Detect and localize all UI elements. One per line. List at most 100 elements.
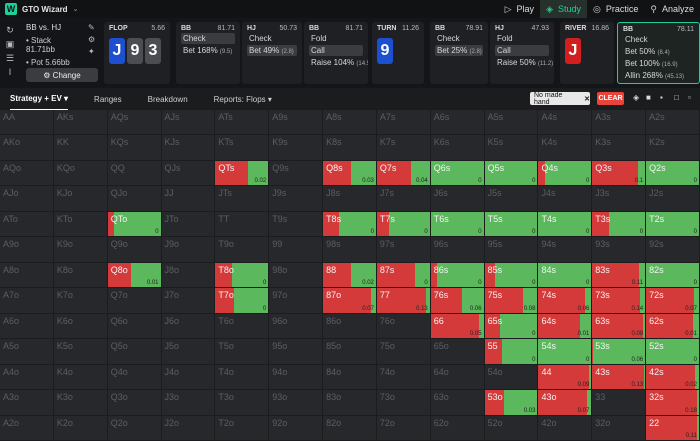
hand-cell[interactable]: 0 65s xyxy=(484,313,539,340)
hand-cell[interactable]: 0.02 88 xyxy=(323,262,377,289)
action-option[interactable]: Bet 25% (2.8) xyxy=(435,45,483,56)
hand-cell[interactable]: 0 T3s xyxy=(592,211,647,238)
save-icon[interactable]: ▣ xyxy=(5,39,15,49)
action-option[interactable]: Raise 50% (11.2) xyxy=(495,57,553,68)
hand-cell[interactable]: 0 54s xyxy=(538,339,593,365)
hand-cell[interactable]: 0.03 53o xyxy=(484,390,539,416)
hand-cell[interactable]: 0 Q6s xyxy=(430,160,485,187)
hand-cell[interactable]: 54o xyxy=(484,364,539,391)
hand-cell[interactable]: TT xyxy=(215,211,270,238)
hand-cell[interactable]: 0 Q2s xyxy=(646,160,700,187)
hand-cell[interactable]: 0 82s xyxy=(646,262,700,289)
action-option[interactable]: Check xyxy=(181,33,235,44)
grid-view-icon[interactable]: ■ xyxy=(646,93,651,102)
hand-cell[interactable]: 0.01 62s xyxy=(646,313,700,340)
hand-cell[interactable]: T9s xyxy=(269,211,324,238)
hand-cell[interactable]: AJs xyxy=(161,110,216,136)
hand-cell[interactable]: 0.02 42s xyxy=(646,364,700,391)
hand-cell[interactable]: J4s xyxy=(538,186,593,212)
hand-cell[interactable]: AKo xyxy=(0,135,54,161)
hand-cell[interactable]: AA xyxy=(0,110,54,136)
hand-cell[interactable]: 0 Q4s xyxy=(538,160,593,187)
hand-cell[interactable]: 33 xyxy=(592,390,647,416)
hand-cell[interactable]: AKs xyxy=(53,110,108,136)
hand-cell[interactable]: 0.18 32s xyxy=(646,390,700,416)
hand-cell[interactable]: A3s xyxy=(592,110,647,136)
hand-cell[interactable]: AJo xyxy=(0,186,54,212)
hand-cell[interactable]: 0.13 43s xyxy=(592,364,647,391)
hand-cell[interactable]: 42o xyxy=(538,415,593,441)
chevron-down-icon[interactable]: ⌄ xyxy=(72,6,79,13)
hand-cell[interactable]: 0.01 Q8o xyxy=(107,262,162,289)
hand-cell[interactable]: A7o xyxy=(0,288,54,314)
wand-icon[interactable]: ✦ xyxy=(88,47,95,56)
hand-cell[interactable]: J5s xyxy=(484,186,539,212)
hand-cell[interactable]: 0.11 22 xyxy=(646,415,700,441)
hand-cell[interactable]: KTs xyxy=(215,135,270,161)
hand-cell[interactable]: A9o xyxy=(0,237,54,263)
action-option[interactable]: Fold xyxy=(495,33,549,44)
hand-cell[interactable]: Q9o xyxy=(107,237,162,263)
hand-cell[interactable]: 0 87s xyxy=(376,262,431,289)
hand-cell[interactable]: K3s xyxy=(592,135,647,161)
hand-cell[interactable]: 0 QTo xyxy=(107,211,162,238)
hand-cell[interactable]: 93o xyxy=(269,390,324,416)
hand-cell[interactable]: K2o xyxy=(53,415,108,441)
segment-bb[interactable]: BB 81.71 Fold Call Raise 104% (14.5) xyxy=(304,22,368,84)
hand-cell[interactable]: KJs xyxy=(161,135,216,161)
hand-cell[interactable]: K3o xyxy=(53,390,108,416)
hand-cell[interactable]: 32o xyxy=(592,415,647,441)
hand-cell[interactable]: A6o xyxy=(0,313,54,340)
hand-cell[interactable]: AQo xyxy=(0,160,54,187)
action-option[interactable]: Fold xyxy=(309,33,363,44)
filter-chip[interactable]: No made hand ✕ xyxy=(530,92,590,106)
hand-cell[interactable]: 0 84s xyxy=(538,262,593,289)
hand-cell[interactable]: A2o xyxy=(0,415,54,441)
hand-cell[interactable]: A4s xyxy=(538,110,593,136)
hand-cell[interactable]: 63o xyxy=(430,390,485,416)
hand-cell[interactable]: 96o xyxy=(269,313,324,340)
strategy-tab-0[interactable]: Strategy + EV ▾ xyxy=(10,88,69,110)
hand-cell[interactable]: 82o xyxy=(323,415,377,441)
hand-cell[interactable]: 0.09 44 xyxy=(538,364,593,391)
hand-cell[interactable]: 0.14 73s xyxy=(592,288,647,314)
hand-cell[interactable]: 95s xyxy=(484,237,539,263)
segment-bb[interactable]: BB 81.71 Check Bet 168% (9.5) xyxy=(176,22,240,84)
hand-cell[interactable]: T6o xyxy=(215,313,270,340)
nav-tab-analyze[interactable]: ⚲ Analyze xyxy=(644,0,700,18)
segment-hj[interactable]: HJ 50.73 Check Bet 49% (2.8) xyxy=(242,22,302,84)
action-option[interactable]: Call xyxy=(495,45,549,56)
close-icon[interactable]: ✕ xyxy=(584,95,590,103)
hand-cell[interactable]: 92o xyxy=(269,415,324,441)
hand-cell[interactable]: J9s xyxy=(269,186,324,212)
hand-cell[interactable]: K4s xyxy=(538,135,593,161)
hand-cell[interactable]: J2o xyxy=(161,415,216,441)
pencil-icon[interactable]: ✎ xyxy=(88,23,95,32)
hand-cell[interactable]: 99 xyxy=(269,237,324,263)
hand-cell[interactable]: 92s xyxy=(646,237,700,263)
action-option[interactable]: Check xyxy=(623,34,694,45)
segment-hj[interactable]: HJ 47.93 Fold Call Raise 50% (11.2) xyxy=(490,22,554,84)
suit-view-icon[interactable]: ◈ xyxy=(633,93,640,102)
hand-cell[interactable]: A5s xyxy=(484,110,539,136)
hand-cell[interactable]: 0.08 75s xyxy=(484,288,539,314)
hand-cell[interactable]: 95o xyxy=(269,339,324,365)
hand-cell[interactable]: 75o xyxy=(376,339,431,365)
hand-cell[interactable]: K8o xyxy=(53,262,108,289)
hand-cell[interactable]: A4o xyxy=(0,364,54,391)
hand-cell[interactable]: J3s xyxy=(592,186,647,212)
hand-cell[interactable]: 83o xyxy=(323,390,377,416)
hand-cell[interactable]: ATo xyxy=(0,211,54,238)
hand-cell[interactable]: A7s xyxy=(376,110,431,136)
action-option[interactable]: Bet 168% (9.5) xyxy=(181,45,235,56)
nav-tab-practice[interactable]: ◎ Practice xyxy=(587,0,644,18)
hand-cell[interactable]: T2o xyxy=(215,415,270,441)
hand-cell[interactable]: 0 T7s xyxy=(376,211,431,238)
hand-cell[interactable]: J7s xyxy=(376,186,431,212)
hand-cell[interactable]: K6o xyxy=(53,313,108,340)
hand-cell[interactable]: KJo xyxy=(53,186,108,212)
hand-cell[interactable]: Q3o xyxy=(107,390,162,416)
hand-cell[interactable]: Q2o xyxy=(107,415,162,441)
hand-cell[interactable]: 0 55 xyxy=(484,339,539,365)
hand-cell[interactable]: T4o xyxy=(215,364,270,391)
